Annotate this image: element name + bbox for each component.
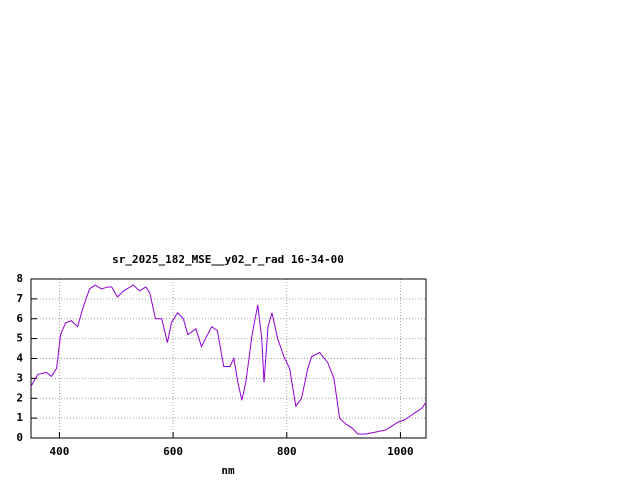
x-axis-label: nm bbox=[221, 464, 235, 477]
y-tick-label: 0 bbox=[16, 431, 23, 444]
y-tick-label: 4 bbox=[16, 352, 23, 365]
y-tick-label: 7 bbox=[16, 292, 23, 305]
x-tick-label: 800 bbox=[277, 445, 297, 458]
y-tick-label: 8 bbox=[16, 272, 23, 285]
x-tick-label: 1000 bbox=[387, 445, 414, 458]
y-tick-label: 5 bbox=[16, 332, 23, 345]
x-tick-label: 400 bbox=[49, 445, 69, 458]
y-tick-label: 1 bbox=[16, 411, 23, 424]
y-tick-label: 3 bbox=[16, 371, 23, 384]
y-tick-label: 6 bbox=[16, 312, 23, 325]
data-line bbox=[30, 284, 427, 435]
y-tick-label: 2 bbox=[16, 391, 23, 404]
chart-title: sr_2025_182_MSE__y02_r_rad 16-34-00 bbox=[112, 253, 344, 266]
plot-frame bbox=[30, 278, 427, 439]
x-tick-label: 600 bbox=[163, 445, 183, 458]
